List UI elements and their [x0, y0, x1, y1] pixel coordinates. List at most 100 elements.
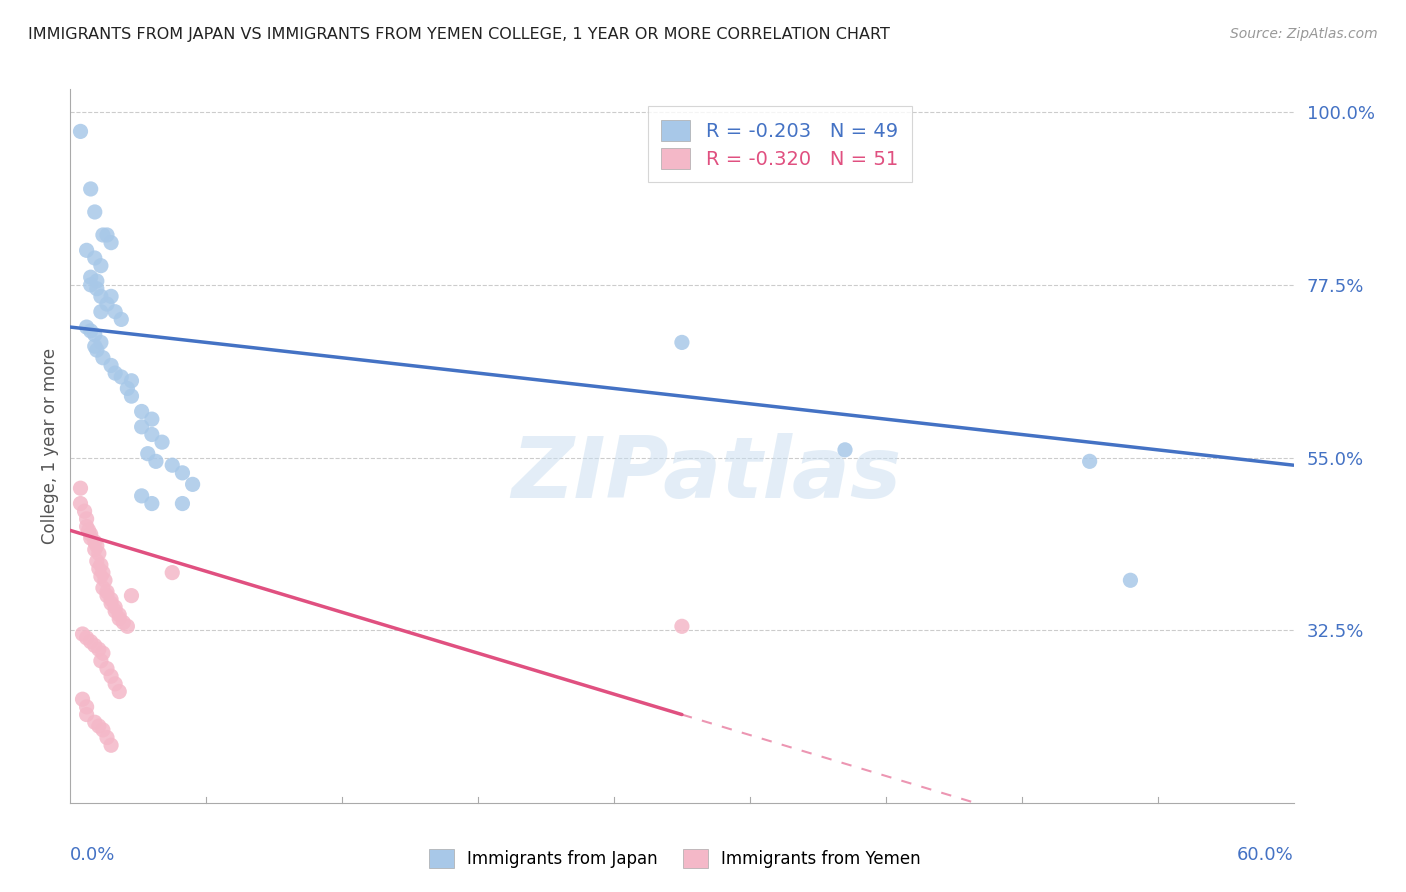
Point: [96, 584, 118, 599]
Point: [104, 366, 127, 380]
Point: [83, 251, 105, 265]
Point: [121, 374, 143, 388]
Point: [79, 634, 103, 648]
Point: [79, 277, 103, 292]
Point: [87, 642, 110, 657]
Point: [131, 489, 153, 503]
Point: [145, 454, 167, 468]
Point: [834, 442, 856, 457]
Point: [87, 719, 110, 733]
Point: [671, 335, 693, 350]
Point: [100, 289, 122, 303]
Point: [100, 596, 122, 610]
Point: [110, 312, 132, 326]
Point: [172, 466, 194, 480]
Point: [91, 723, 114, 737]
Point: [110, 370, 132, 384]
Point: [77, 524, 100, 538]
Point: [90, 654, 112, 668]
Point: [79, 324, 103, 338]
Point: [121, 389, 143, 403]
Point: [76, 512, 98, 526]
Point: [72, 627, 94, 641]
Point: [86, 539, 108, 553]
Point: [86, 343, 108, 357]
Point: [69, 481, 91, 495]
Point: [90, 569, 112, 583]
Point: [90, 304, 112, 318]
Point: [69, 497, 91, 511]
Point: [83, 327, 105, 342]
Point: [76, 244, 98, 258]
Point: [76, 320, 98, 334]
Point: [91, 351, 114, 365]
Point: [79, 182, 103, 196]
Point: [91, 227, 114, 242]
Point: [86, 274, 108, 288]
Point: [91, 581, 114, 595]
Y-axis label: College, 1 year or more: College, 1 year or more: [41, 348, 59, 544]
Point: [104, 600, 127, 615]
Point: [141, 427, 163, 442]
Point: [104, 304, 127, 318]
Point: [90, 558, 112, 572]
Point: [90, 259, 112, 273]
Point: [100, 235, 122, 250]
Point: [136, 447, 159, 461]
Point: [83, 535, 105, 549]
Text: 60.0%: 60.0%: [1237, 846, 1294, 863]
Point: [94, 574, 117, 588]
Point: [104, 677, 127, 691]
Point: [100, 738, 122, 752]
Point: [181, 477, 204, 491]
Text: 0.0%: 0.0%: [70, 846, 115, 863]
Point: [131, 419, 153, 434]
Point: [76, 707, 98, 722]
Point: [79, 270, 103, 285]
Point: [671, 619, 693, 633]
Point: [79, 531, 103, 545]
Point: [73, 504, 96, 518]
Point: [162, 566, 183, 580]
Point: [83, 639, 105, 653]
Point: [117, 619, 139, 633]
Text: IMMIGRANTS FROM JAPAN VS IMMIGRANTS FROM YEMEN COLLEGE, 1 YEAR OR MORE CORRELATI: IMMIGRANTS FROM JAPAN VS IMMIGRANTS FROM…: [28, 27, 890, 42]
Point: [100, 669, 122, 683]
Point: [87, 546, 110, 560]
Text: Source: ZipAtlas.com: Source: ZipAtlas.com: [1230, 27, 1378, 41]
Point: [1078, 454, 1101, 468]
Point: [76, 699, 98, 714]
Point: [162, 458, 183, 473]
Point: [117, 381, 139, 395]
Point: [69, 124, 91, 138]
Point: [108, 607, 131, 622]
Point: [141, 412, 163, 426]
Point: [83, 542, 105, 557]
Point: [76, 519, 98, 533]
Point: [141, 497, 163, 511]
Point: [86, 282, 108, 296]
Point: [76, 631, 98, 645]
Point: [91, 566, 114, 580]
Point: [112, 615, 135, 630]
Point: [104, 604, 127, 618]
Point: [72, 692, 94, 706]
Point: [121, 589, 143, 603]
Legend: R = -0.203   N = 49, R = -0.320   N = 51: R = -0.203 N = 49, R = -0.320 N = 51: [648, 106, 912, 183]
Point: [96, 227, 118, 242]
Point: [150, 435, 173, 450]
Point: [96, 731, 118, 745]
Point: [83, 339, 105, 353]
Point: [108, 684, 131, 698]
Point: [96, 661, 118, 675]
Point: [83, 715, 105, 730]
Point: [90, 335, 112, 350]
Point: [96, 297, 118, 311]
Point: [90, 289, 112, 303]
Point: [100, 592, 122, 607]
Point: [131, 404, 153, 418]
Point: [172, 497, 194, 511]
Text: ZIPatlas: ZIPatlas: [512, 433, 901, 516]
Point: [96, 589, 118, 603]
Point: [83, 205, 105, 219]
